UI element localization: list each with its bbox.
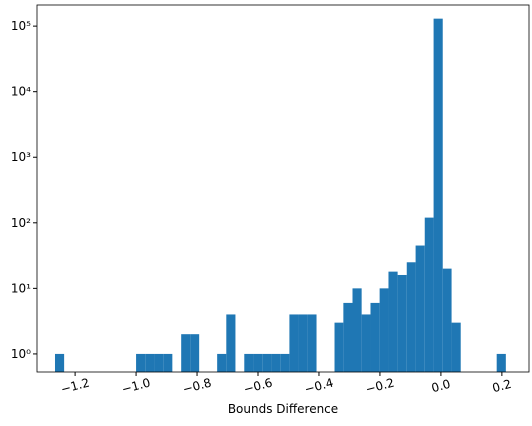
x-tick-label: −0.6 (242, 375, 274, 396)
bar (154, 353, 164, 372)
bar (136, 353, 146, 372)
bar (379, 288, 389, 372)
x-tick-label: −0.8 (181, 375, 213, 396)
x-tick-label: −0.4 (303, 375, 335, 396)
bar (54, 353, 65, 372)
bar (334, 322, 344, 372)
bar (433, 18, 443, 372)
bar (361, 314, 371, 372)
bar (181, 334, 191, 372)
y-tick-label: 10¹ (11, 281, 31, 295)
bar (271, 353, 281, 372)
x-tick-label: −1.2 (59, 375, 91, 396)
bar (496, 353, 506, 372)
bar (190, 334, 200, 372)
bar (217, 353, 227, 372)
x-axis-label: Bounds Difference (228, 402, 338, 416)
bar (442, 268, 452, 372)
bar (307, 314, 317, 372)
plot-frame (36, 4, 530, 373)
bar (415, 245, 425, 372)
y-tick-label: 10⁴ (11, 85, 31, 99)
x-tick-label: 0.0 (430, 377, 452, 395)
bar (388, 271, 398, 372)
bar (226, 314, 236, 372)
bar (397, 274, 407, 372)
x-tick-label: 0.2 (491, 377, 513, 395)
bar (253, 353, 263, 372)
bar (145, 353, 155, 372)
bar (451, 322, 461, 372)
bar (289, 314, 299, 372)
bar (163, 353, 173, 372)
bar (343, 302, 353, 372)
bar (370, 302, 380, 372)
y-tick-label: 10⁰ (11, 347, 31, 361)
bar (406, 262, 416, 372)
y-tick-label: 10³ (11, 150, 31, 164)
x-tick-label: −0.2 (364, 375, 396, 396)
y-tick-label: 10² (11, 216, 31, 230)
x-tick-label: −1.0 (120, 375, 152, 396)
bar (262, 353, 272, 372)
y-tick-label: 10⁵ (11, 19, 31, 33)
bar (244, 353, 254, 372)
bar (352, 288, 362, 372)
bar (424, 217, 434, 372)
bar (280, 353, 290, 372)
bar (298, 314, 308, 372)
